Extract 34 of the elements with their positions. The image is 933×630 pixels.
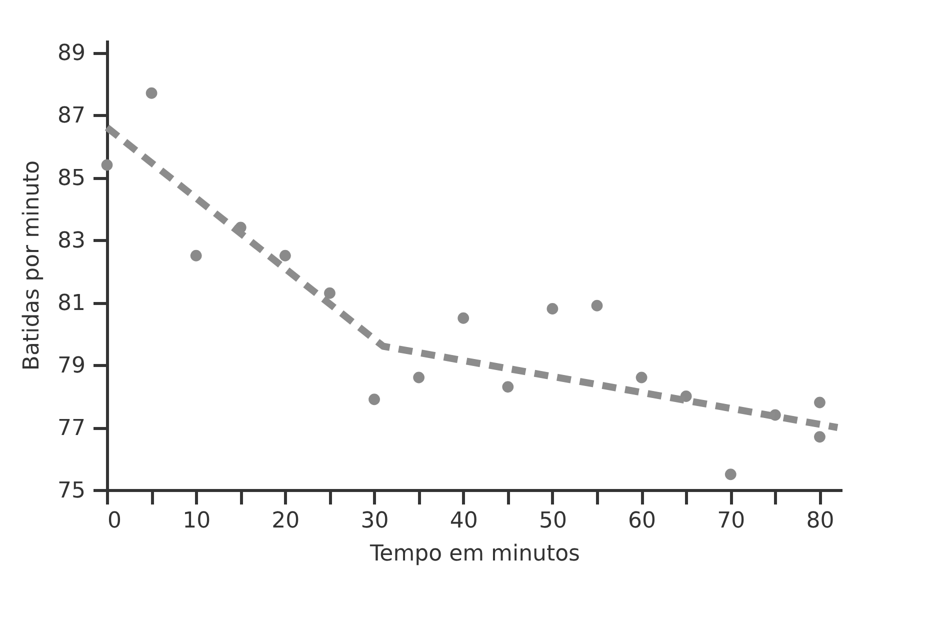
point: [636, 372, 648, 384]
point: [146, 87, 158, 99]
point: [101, 159, 113, 171]
y-tick-label: 87: [58, 104, 86, 128]
y-tick-label: 79: [58, 354, 86, 378]
x-tick-label: 40: [450, 508, 478, 534]
point: [324, 287, 336, 299]
x-tick-label: 70: [717, 508, 746, 534]
y-tick-label: 77: [58, 416, 86, 441]
y-tick-label: 81: [58, 291, 86, 316]
x-tick-label: 0: [108, 508, 122, 534]
point: [279, 250, 291, 262]
point: [190, 250, 202, 262]
y-tick-label: 75: [58, 478, 86, 504]
x-tick-label: 10: [182, 508, 211, 534]
point: [368, 394, 380, 406]
point: [814, 396, 826, 408]
point: [413, 372, 425, 384]
point: [591, 300, 603, 312]
y-tick-label: 89: [58, 41, 86, 66]
x-axis-title: Tempo em minutos: [368, 542, 580, 566]
point: [502, 381, 514, 393]
x-tick-label: 60: [628, 508, 656, 534]
y-tick-label: 83: [58, 228, 86, 254]
y-tick-label: 85: [58, 166, 86, 191]
x-tick-label: 30: [360, 508, 389, 534]
point: [458, 312, 470, 324]
point: [724, 468, 736, 480]
x-tick-label: 80: [806, 508, 834, 534]
x-tick-label: 20: [272, 508, 300, 534]
point: [546, 303, 558, 314]
point: [814, 431, 826, 443]
y-axis-title: Batidas por minuto: [20, 160, 45, 371]
x-tick-label: 50: [538, 508, 567, 534]
